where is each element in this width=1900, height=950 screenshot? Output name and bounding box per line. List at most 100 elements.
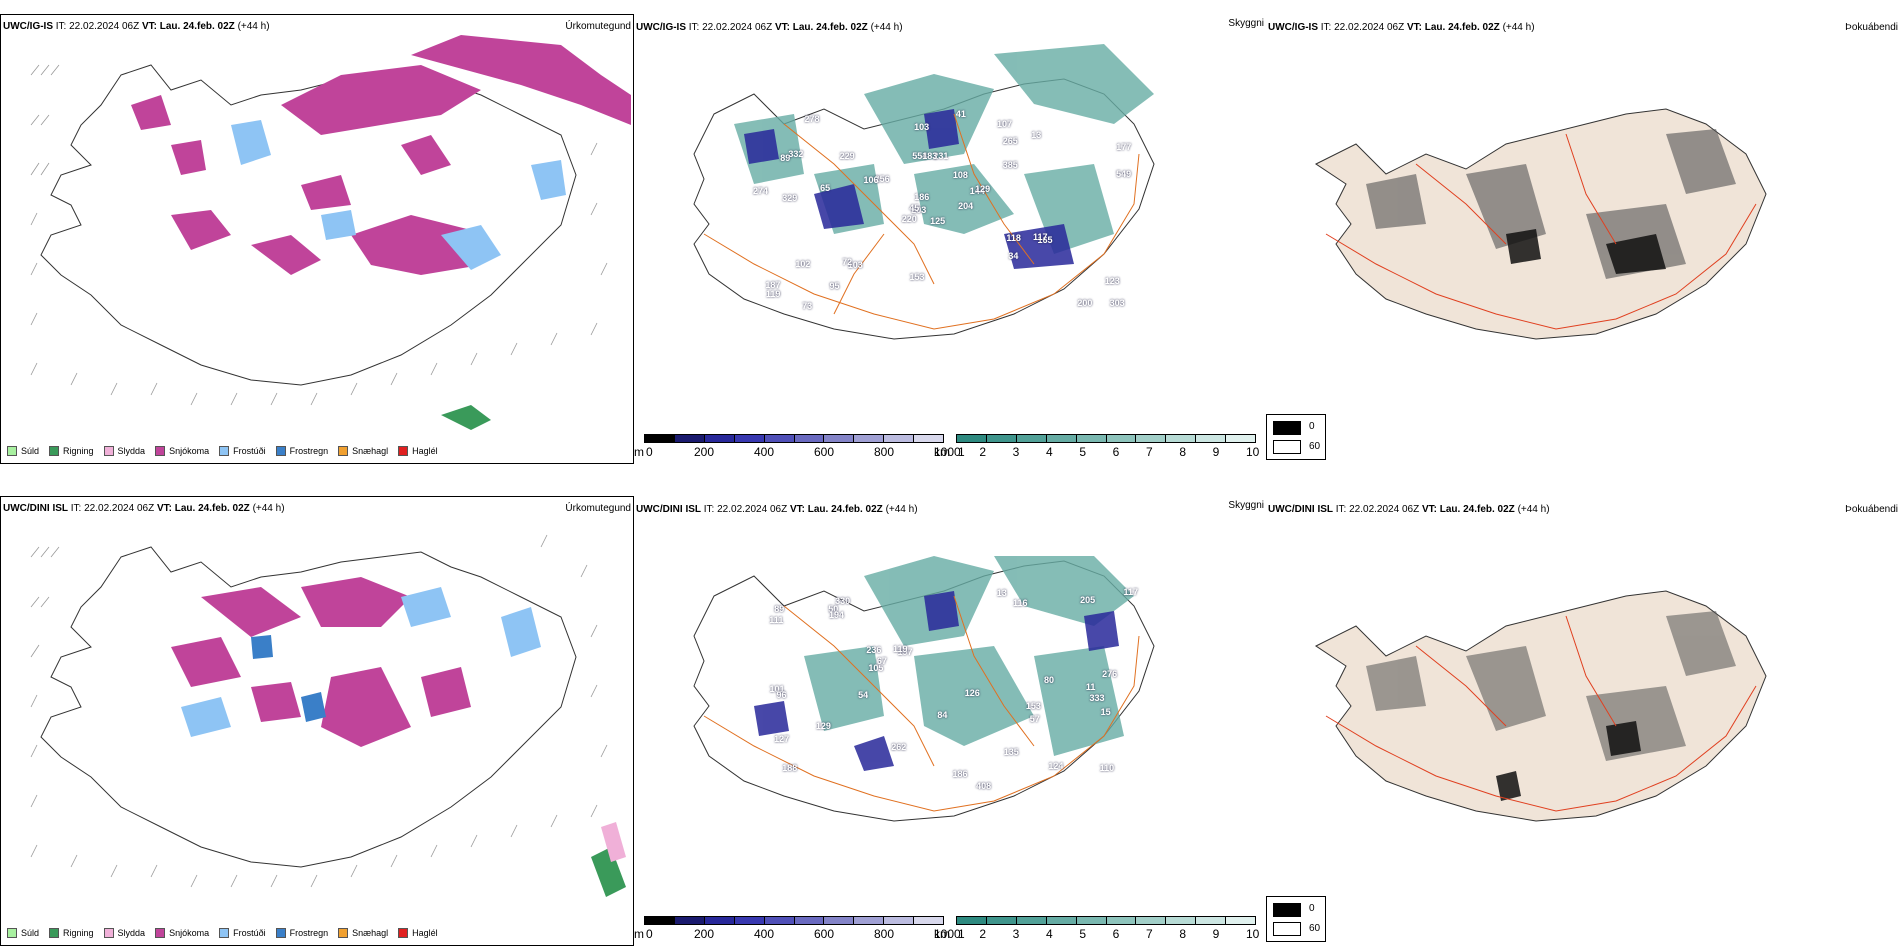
visibility-unit: km [934, 927, 950, 941]
fog-map [1315, 108, 1767, 340]
ceiling-value-label: 57 [1029, 714, 1040, 725]
ceiling-value-label: 385 [1002, 160, 1018, 171]
precip-type-panel-ig: UWC/IG-IS IT: 22.02.2024 06Z VT: Lau. 24… [0, 14, 634, 464]
ceiling-value-label: 197 [897, 646, 913, 657]
fog-key-label-0: 0 [1309, 903, 1315, 914]
fog-key-label-60: 60 [1309, 923, 1321, 934]
legend-item: Haglél [398, 928, 438, 938]
ceiling-colorbar: m 0 200 400 600 800 1000 [634, 916, 961, 948]
wind-barbs [30, 534, 608, 888]
legend-swatch [7, 928, 17, 938]
ceiling-value-label: 265 [1002, 135, 1018, 146]
ceiling-value-label: 204 [958, 201, 974, 212]
legend-swatch [338, 446, 349, 456]
colorbar-segment [764, 435, 795, 442]
legend-swatch [275, 928, 286, 938]
precip-type-map [30, 35, 631, 430]
ceiling-value-label: 303 [1109, 297, 1125, 308]
ceiling-value-label: 105 [868, 663, 884, 674]
colorbar-tick-label: 1 [958, 445, 965, 459]
ceiling-value-label: 186 [952, 768, 968, 779]
legend-swatch [398, 446, 409, 456]
ceiling-value-label: 129 [975, 184, 991, 195]
legend-swatch [103, 928, 114, 938]
colorbar-segment [764, 917, 795, 924]
panel-type-label: Skyggni [1228, 500, 1264, 511]
ceiling-blobs [754, 591, 1119, 771]
colorbar-tick-label: 3 [1012, 445, 1020, 459]
colorbar-tick-label: 400 [754, 445, 775, 459]
ceiling-value-label: 34 [1008, 251, 1019, 262]
colorbar-segment [1166, 435, 1197, 442]
ceiling-value-label: 118 [1006, 233, 1021, 244]
ceiling-value-label: 187 [765, 279, 781, 290]
ceiling-value-label: 203 [911, 205, 927, 216]
colorbar-segment [1046, 435, 1077, 442]
rain-areas [441, 405, 491, 430]
legend-item: Slydda [103, 446, 145, 456]
fog-shading [1366, 129, 1736, 279]
ceiling-unit: m [634, 927, 644, 941]
ceiling-value-label: 95 [829, 280, 840, 291]
ceiling-value-label: 11 [1085, 682, 1096, 693]
precip-legend: Súld Rigning Slydda Snjókoma Frostúði Fr… [7, 925, 448, 941]
legend-swatch [398, 928, 409, 938]
ceiling-bar [644, 916, 944, 925]
colorbar-segment [1196, 435, 1227, 442]
colorbar-tick-label: 800 [874, 445, 895, 459]
dark-fog [1506, 229, 1666, 274]
ceiling-value-label: 126 [964, 688, 980, 699]
colorbar-tick-label: 5 [1079, 927, 1087, 941]
colorbar-segment [957, 435, 987, 442]
colorbar-segment [734, 435, 765, 442]
ceiling-value-label: 186 [914, 191, 930, 202]
colorbar-segment [854, 435, 885, 442]
legend-item: Snæhagl [338, 928, 388, 938]
colorbar-tick-label: 1000 [934, 927, 961, 941]
colorbar-segment [986, 435, 1017, 442]
fog-key-swatch-0 [1273, 421, 1301, 435]
legend-item: Súld [7, 928, 39, 938]
sleet-areas [601, 822, 626, 862]
panel-title-dini-fog: UWC/DINI ISL IT: 22.02.2024 06Z VT: Lau.… [1268, 504, 1550, 515]
colorbar-tick-label: 7 [1146, 445, 1153, 459]
legend-swatch [275, 446, 286, 456]
colorbar-tick-label: 600 [814, 445, 835, 459]
colorbar-segment [914, 917, 944, 924]
legend-item: Snjókoma [155, 928, 209, 938]
ceiling-value-label: 127 [774, 734, 790, 745]
colorbar-tick-label: 9 [1212, 927, 1220, 941]
colorbar-segment [884, 435, 915, 442]
ceiling-value-label: 117 [1032, 232, 1048, 243]
colorbar-segment [824, 917, 855, 924]
ceiling-value-label: 119 [892, 644, 908, 655]
legend-swatch [338, 928, 349, 938]
ceiling-value-label: 236 [866, 645, 882, 656]
panel-title-ig-fog: UWC/IG-IS IT: 22.02.2024 06Z VT: Lau. 24… [1268, 22, 1535, 33]
visibility-panel-dini: UWC/DINI ISL IT: 22.02.2024 06Z VT: Lau.… [634, 496, 1266, 946]
legend-swatch [49, 928, 60, 938]
ceiling-value-label: 153 [1025, 701, 1041, 712]
ceiling-value-label: 110 [1099, 763, 1115, 774]
ceiling-value-label: 111 [769, 615, 784, 626]
panel-type-label: Þokuábendi [1845, 504, 1898, 515]
colorbar-tick-label: 2 [979, 445, 987, 459]
legend-item: Snæhagl [338, 446, 388, 456]
ceiling-value-label: 549 [1116, 168, 1132, 179]
ceiling-blobs [744, 109, 1074, 269]
visibility-colorbar: km 1 2 3 4 5 6 7 8 9 10 [934, 916, 1259, 948]
ceiling-value-label: 125 [930, 216, 946, 227]
panel-type-label: Þokuábendi [1845, 22, 1898, 33]
colorbar-tick-label: 1 [958, 927, 965, 941]
visibility-map [693, 556, 1155, 822]
colorbar-segment [674, 435, 705, 442]
ceiling-value-label: 13 [1031, 130, 1042, 141]
visibility-panel-ig: UWC/IG-IS IT: 22.02.2024 06Z VT: Lau. 24… [634, 14, 1266, 464]
rain-areas [591, 847, 626, 897]
visibility-bar [956, 916, 1256, 925]
colorbar-segment [1016, 917, 1047, 924]
ceiling-value-label: 67 [876, 655, 887, 666]
colorbar-segment [1136, 917, 1167, 924]
fog-key-swatch-0 [1273, 903, 1301, 917]
legend-item: Haglél [398, 446, 438, 456]
